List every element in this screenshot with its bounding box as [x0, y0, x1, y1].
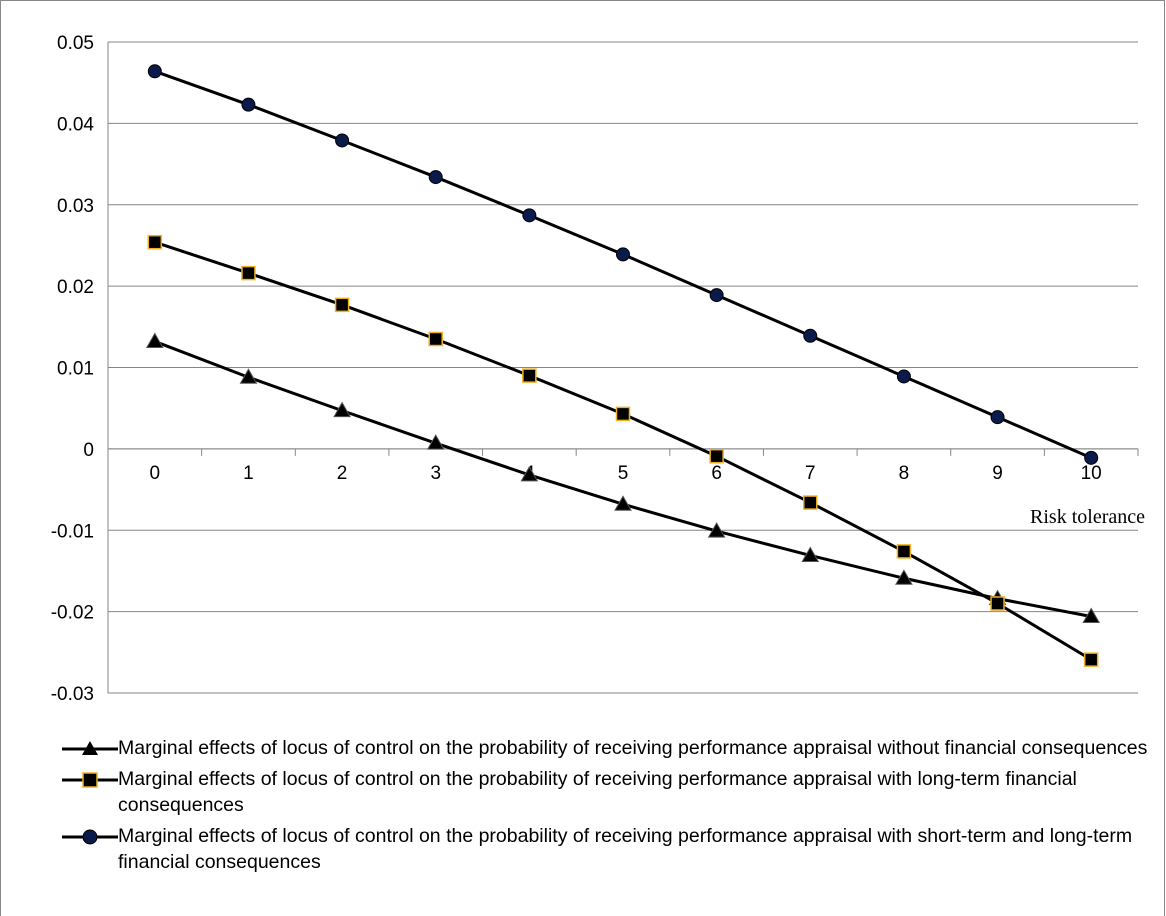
legend-item-3: Marginal effects of locus of control on …: [62, 823, 1152, 875]
x-tick-label-8: 8: [899, 463, 910, 484]
legend: Marginal effects of locus of control on …: [62, 735, 1152, 880]
y-tick-label-7: -0.02: [51, 603, 94, 624]
series-2-point-8: [896, 544, 912, 559]
x-axis-label: Risk tolerance: [1030, 506, 1145, 528]
series-2-point-4: [522, 368, 537, 383]
series-3-point-0: [147, 64, 162, 79]
series-1-point-5: [614, 495, 632, 511]
series-3-point-9: [990, 410, 1005, 425]
y-tick-label-3: 0.02: [57, 277, 94, 298]
legend-label-1: Marginal effects of locus of control on …: [118, 737, 1148, 759]
series-3-point-2: [335, 133, 350, 148]
series-1-point-0: [145, 332, 164, 348]
legend-label-2: Marginal effects of locus of control on …: [118, 768, 1077, 816]
axes: [107, 42, 1139, 693]
series-2-point-2: [334, 297, 350, 313]
y-tick-label-0: 0.05: [57, 33, 94, 54]
series-3-point-4: [522, 208, 537, 223]
series-2-point-10: [1083, 652, 1099, 667]
series-3-line: [154, 69, 1092, 460]
series-2-point-1: [241, 265, 256, 281]
y-tick-label-6: -0.01: [51, 521, 94, 542]
y-tick-label-2: 0.03: [57, 196, 94, 217]
series-1-point-1: [239, 368, 258, 384]
x-tick-label-2: 2: [337, 463, 348, 484]
x-tick-label-9: 9: [992, 463, 1003, 484]
x-tick-label-10: 10: [1081, 463, 1102, 484]
series-1-point-2: [333, 401, 351, 418]
y-tick-label-1: 0.04: [57, 114, 94, 135]
series-1-point-3: [426, 434, 445, 450]
legend-label-3: Marginal effects of locus of control on …: [118, 825, 1133, 873]
series-3-point-10: [1084, 450, 1099, 465]
series-1-point-10: [1082, 607, 1101, 624]
x-tick-label-3: 3: [430, 463, 441, 484]
y-tick-label-4: 0.01: [57, 359, 94, 380]
series-1-point-8: [895, 569, 913, 585]
series-2-point-3: [428, 331, 443, 347]
series-3-point-7: [803, 328, 818, 343]
series-2-point-0: [147, 234, 163, 250]
x-tick-label-0: 0: [150, 463, 161, 484]
square-marker-icon: [62, 772, 118, 788]
series-2-point-5: [615, 406, 631, 422]
y-tick-label-8: -0.03: [51, 684, 94, 705]
y-axis-tick-labels: 0.05 0.04 0.03 0.02 0.01 0 -0.01 -0.02 -0.03: [51, 33, 95, 705]
legend-item-1: Marginal effects of locus of control on …: [62, 735, 1152, 761]
series-2-point-7: [803, 495, 818, 510]
series-3-point-3: [428, 170, 443, 185]
x-tick-label-7: 7: [805, 463, 816, 484]
x-tick-label-5: 5: [618, 463, 629, 484]
series-3-point-8: [896, 369, 911, 384]
circle-marker-icon: [62, 829, 118, 845]
series-1-point-7: [801, 546, 820, 562]
series-3-point-6: [709, 288, 724, 303]
x-axis-tick-labels: 012345678910: [150, 463, 1102, 484]
series-2-point-9: [990, 596, 1005, 611]
series-1-point-6: [707, 522, 726, 538]
series-2-point-6: [709, 448, 724, 464]
series-lines: [145, 64, 1101, 667]
series-3-point-1: [241, 97, 256, 112]
triangle-marker-icon: [62, 741, 118, 755]
x-tick-label-1: 1: [243, 463, 254, 484]
legend-item-2: Marginal effects of locus of control on …: [62, 766, 1152, 818]
series-1-point-4: [520, 465, 539, 482]
y-tick-label-5: 0: [83, 440, 94, 461]
series-3-point-5: [616, 247, 630, 262]
x-tick-label-6: 6: [711, 463, 722, 484]
